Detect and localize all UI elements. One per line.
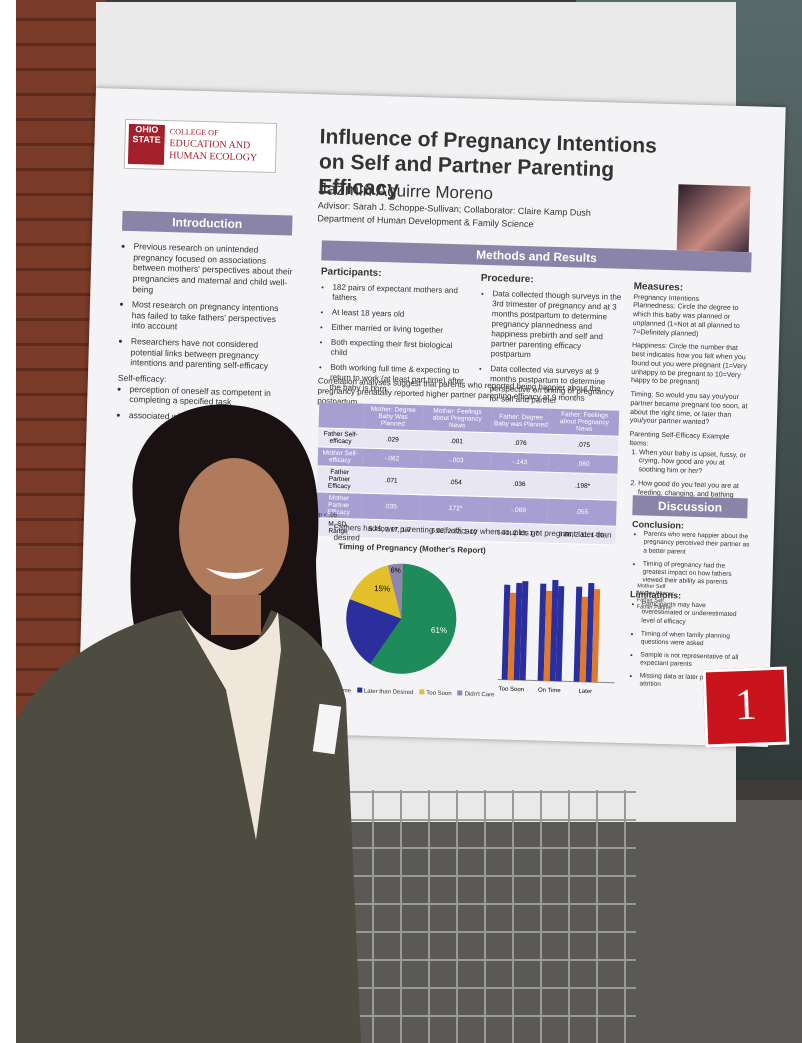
- bar: [585, 582, 595, 683]
- bar: [543, 590, 553, 681]
- bar: [591, 589, 601, 683]
- x-label: Too Soon: [499, 686, 525, 693]
- bar: [501, 584, 511, 680]
- pie-slice: [349, 563, 403, 619]
- pie-slice: [346, 599, 402, 664]
- bar: [507, 592, 517, 680]
- wire-grid: [346, 790, 636, 1043]
- bar-chart: Too Soon On Time Later: [497, 579, 615, 695]
- bar: [519, 581, 529, 681]
- bar: [513, 582, 523, 681]
- blouse: [181, 612, 281, 840]
- name-tag: [312, 703, 342, 755]
- bar-group: [501, 579, 601, 683]
- smile: [206, 568, 264, 579]
- face: [179, 458, 289, 602]
- neck: [211, 595, 261, 635]
- pie-slice: [387, 563, 403, 619]
- bar: [579, 596, 588, 682]
- pie-chart: 61% 15% 6%: [346, 563, 457, 674]
- poster: OHIO STATE COLLEGE OF EDUCATION AND HUMA…: [78, 88, 786, 748]
- x-label: Later: [578, 689, 592, 695]
- x-label: On Time: [538, 688, 561, 695]
- pie-label: 6%: [391, 567, 401, 574]
- bar: [537, 583, 547, 681]
- blazer: [16, 610, 361, 1043]
- pie-label: 61%: [431, 626, 447, 635]
- bar: [555, 586, 565, 682]
- bar: [573, 586, 583, 682]
- person: [16, 404, 361, 1043]
- bar: [549, 579, 559, 682]
- pie-label: 15%: [374, 584, 390, 593]
- photo-scene: OHIO STATE COLLEGE OF EDUCATION AND HUMA…: [16, 0, 802, 1043]
